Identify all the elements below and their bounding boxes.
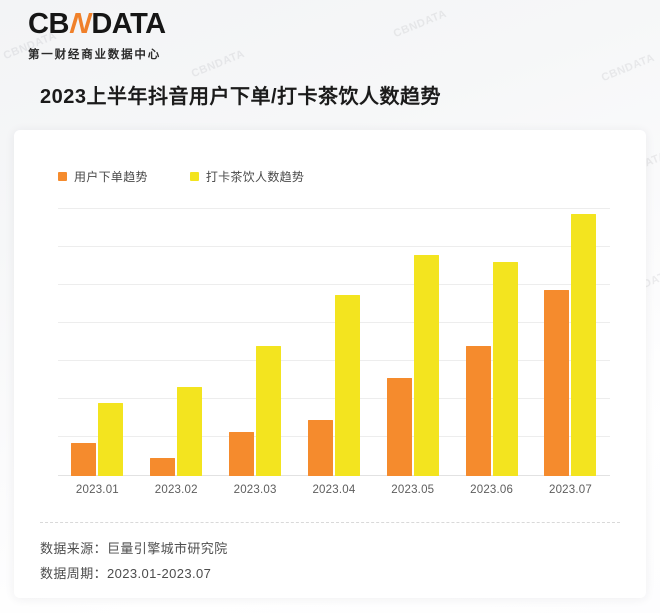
bar-checkins[interactable] [177,387,203,476]
bar-group [216,208,294,476]
logo-accent-letter: N [68,8,93,40]
legend-item-orders[interactable]: 用户下单趋势 [58,168,148,185]
bar-checkins[interactable] [413,254,439,476]
watermark-text: CBNDATA [189,47,247,81]
bar-checkins[interactable] [98,402,124,476]
x-axis-label: 2023.07 [548,484,592,496]
gridline [58,246,610,247]
bar-checkins[interactable] [571,214,597,476]
chart-footer: 数据来源：巨量引擎城市研究院 数据周期：2023.01-2023.07 [40,536,228,587]
watermark-text: CBNDATA [391,7,449,41]
x-axis-labels: 2023.01 2023.02 2023.03 2023.04 2023.05 2023.… [58,484,610,496]
logo-text-part1: CB [28,8,69,40]
bar-orders[interactable] [71,443,97,476]
bar-group [58,208,136,476]
x-axis-label: 2023.03 [233,484,277,496]
gridline [58,398,610,399]
cbndata-logo: CB N DATA [28,8,166,40]
bar-group [295,208,373,476]
x-axis-label: 2023.02 [154,484,198,496]
legend-swatch-checkins [189,172,199,181]
bar-orders[interactable] [150,458,176,476]
bar-orders[interactable] [386,377,412,476]
x-axis-label: 2023.01 [75,484,119,496]
bar-checkins[interactable] [492,261,518,476]
bar-orders[interactable] [465,345,491,476]
chart-legend: 用户下单趋势 打卡茶饮人数趋势 [58,168,304,185]
bar-orders[interactable] [229,431,255,476]
gridline [58,360,610,361]
bar-group [531,208,609,476]
legend-swatch-orders [58,172,67,181]
watermark-text: CBNDATA [599,51,657,85]
bar-orders[interactable] [307,420,333,476]
bar-group [374,208,452,476]
footer-source: 数据来源：巨量引擎城市研究院 [40,541,228,556]
bar-orders[interactable] [544,289,570,476]
logo-text-part2: DATA [91,8,166,40]
gridline [58,322,610,323]
bar-group [453,208,531,476]
legend-label-orders: 用户下单趋势 [74,170,148,184]
bar-group [137,208,215,476]
x-axis-label: 2023.06 [470,484,514,496]
x-axis-label: 2023.04 [312,484,356,496]
axis-baseline [58,475,610,476]
footer-period: 数据周期：2023.01-2023.07 [40,566,212,582]
page-title: 2023上半年抖音用户下单/打卡茶饮人数趋势 [40,86,442,108]
logo-subtitle: 第一财经商业数据中心 [28,49,161,61]
gridline [58,284,610,285]
legend-item-checkins[interactable]: 打卡茶饮人数趋势 [189,168,305,185]
x-axis-label: 2023.05 [391,484,435,496]
gridline [58,436,610,437]
bar-checkins[interactable] [256,345,282,476]
bar-checkins[interactable] [334,294,360,476]
bar-groups [58,208,610,476]
footer-divider [40,522,620,523]
legend-label-checkins: 打卡茶饮人数趋势 [205,170,305,184]
plot-area [58,208,610,476]
chart-card: 用户下单趋势 打卡茶饮人数趋势 2023.01 2023.02 2023.03 202… [14,130,646,598]
gridline [58,208,610,209]
brand-header: CB N DATA 第一财经商业数据中心 [28,8,166,62]
